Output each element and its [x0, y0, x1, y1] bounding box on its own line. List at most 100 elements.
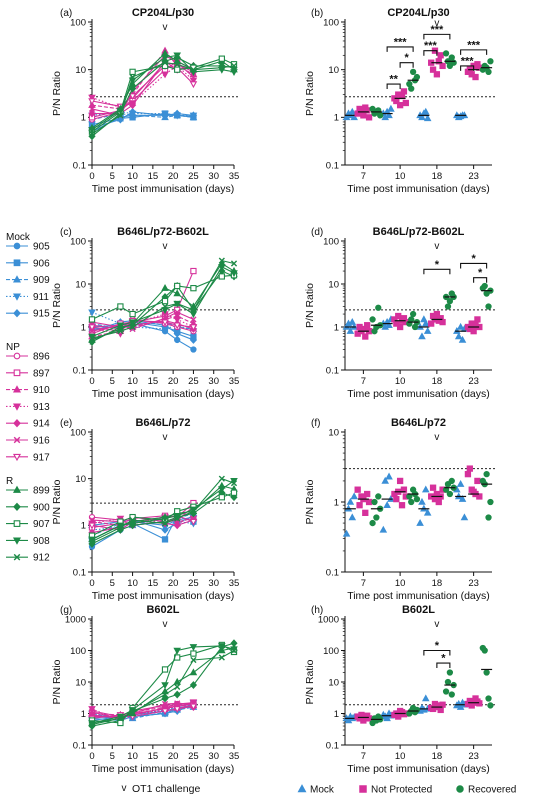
- legend-label: 917: [33, 452, 50, 463]
- series-line-908: [91, 54, 235, 131]
- y-axis-label: P/N Ratio: [304, 283, 316, 328]
- y-tick-label: 10: [75, 65, 86, 76]
- series-line-916: [91, 311, 194, 332]
- significance-bracket: [399, 62, 414, 68]
- data-point-912: [161, 520, 169, 527]
- legend-label: 911: [33, 292, 49, 303]
- legend-marker: [13, 352, 21, 360]
- data-point-908: [173, 52, 181, 60]
- data-point-917: [173, 706, 181, 714]
- x-axis-label: Time post immunisation (days): [92, 183, 235, 195]
- data-point-917: [161, 319, 169, 327]
- data-point-square: [429, 66, 437, 73]
- significance-bracket: [436, 662, 451, 669]
- data-point-900: [173, 690, 181, 699]
- data-point-triangle: [421, 319, 430, 327]
- data-point-circle: [446, 490, 454, 498]
- legend-label: 896: [33, 352, 50, 363]
- y-tick-label: 0.1: [326, 365, 339, 376]
- data-point-triangle: [418, 497, 426, 505]
- data-point-912: [161, 303, 169, 310]
- data-point-907: [161, 297, 169, 305]
- panel-letter: (c): [60, 227, 72, 238]
- data-point-899: [189, 668, 198, 676]
- challenge-marker: v: [163, 241, 168, 252]
- y-tick-label: 1: [334, 497, 339, 508]
- x-tick-label: 10: [127, 751, 138, 762]
- legend-marker: [13, 309, 21, 318]
- data-point-917: [189, 81, 198, 89]
- legend-marker: [456, 785, 464, 793]
- legend-label: Recovered: [468, 785, 516, 796]
- data-point-square: [396, 102, 404, 109]
- data-point-circle: [371, 498, 378, 506]
- data-point-907: [117, 303, 124, 310]
- legend-label: 905: [33, 242, 50, 253]
- y-tick-label: 100: [70, 646, 86, 657]
- panel-letter: (b): [311, 8, 323, 19]
- data-point-circle: [485, 514, 492, 521]
- data-point-912: [88, 130, 96, 137]
- data-point-circle: [448, 691, 455, 698]
- data-point-912: [129, 73, 136, 81]
- x-tick-label: 5: [110, 171, 115, 182]
- x-axis-label: Time post immunisation (days): [92, 763, 235, 775]
- legend-marker: [13, 520, 21, 527]
- data-point-917: [189, 703, 198, 711]
- data-point-913: [161, 71, 169, 79]
- series-line-912: [91, 62, 235, 135]
- y-tick-label: 0.1: [73, 567, 86, 578]
- data-point-triangle: [418, 332, 426, 340]
- legend-label: 910: [33, 385, 50, 396]
- legend-group-title: NP: [6, 342, 20, 353]
- legend-label: 915: [33, 309, 50, 320]
- y-tick-label: 0.1: [73, 160, 86, 171]
- data-point-triangle: [348, 513, 357, 521]
- data-point-triangle: [421, 107, 430, 115]
- data-point-912: [129, 516, 136, 524]
- x-tick-label: 20: [168, 171, 179, 182]
- data-point-square: [428, 320, 435, 327]
- data-point-912: [88, 335, 96, 342]
- data-point-897: [190, 267, 197, 275]
- data-point-triangle: [348, 107, 357, 115]
- data-point-circle: [485, 68, 492, 75]
- data-point-917: [88, 522, 96, 530]
- data-point-circle: [377, 112, 384, 119]
- significance-label: *: [404, 52, 409, 64]
- data-point-912: [218, 475, 225, 482]
- data-point-907: [129, 68, 136, 75]
- chart-panel-h: (h) B602L 0.1 1 10 100 1000 P/N Ratio Time post …: [304, 604, 496, 775]
- significance-bracket: [460, 49, 488, 55]
- data-point-912: [174, 515, 181, 522]
- data-point-912: [88, 721, 96, 728]
- chart-panel-b: (b) CP204L/p30 0.1 1 10 100 P/N Ratio Time post…: [304, 7, 496, 195]
- data-point-912: [218, 257, 225, 264]
- data-point-917: [189, 518, 198, 526]
- panel-title: CP204L/p30: [132, 7, 194, 19]
- data-point-912: [161, 59, 169, 66]
- data-point-912: [230, 260, 238, 267]
- data-point-912: [230, 647, 238, 654]
- data-point-square: [429, 484, 437, 491]
- data-point-triangle: [423, 114, 432, 122]
- data-point-908: [161, 515, 169, 523]
- x-axis-label: Time post immunisation (days): [347, 183, 490, 195]
- legend-marker: [13, 369, 21, 377]
- x-tick-label: 0: [89, 171, 94, 182]
- data-point-square: [393, 495, 400, 503]
- data-point-circle: [413, 73, 421, 81]
- data-point-circle: [481, 282, 488, 290]
- data-point-911: [88, 309, 96, 317]
- legend-marker: [13, 259, 21, 267]
- significance-label: *: [478, 267, 483, 279]
- x-tick-label: 23: [468, 171, 479, 182]
- significance-label: *: [441, 653, 446, 665]
- data-point-912: [161, 691, 169, 698]
- y-tick-label: 100: [323, 17, 339, 28]
- data-point-912: [117, 715, 124, 722]
- data-point-square: [470, 328, 477, 335]
